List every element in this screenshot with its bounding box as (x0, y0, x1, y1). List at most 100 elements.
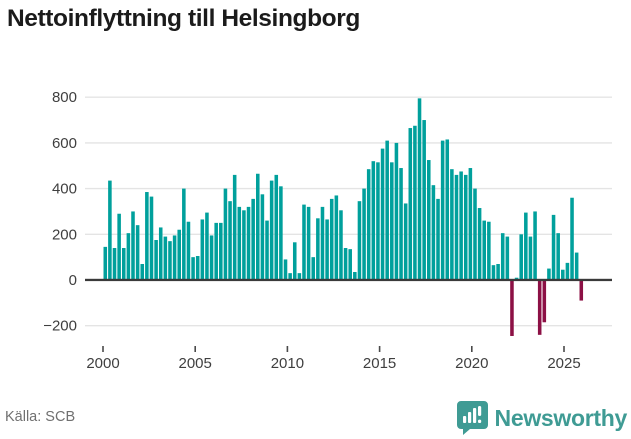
bar (163, 236, 168, 280)
bar (459, 171, 463, 280)
bar (219, 222, 223, 280)
newsworthy-logo-icon (456, 401, 488, 435)
bar (533, 211, 537, 280)
bar (574, 252, 579, 280)
x-axis-tick-label: 2025 (547, 355, 580, 372)
bar (403, 203, 408, 280)
bar (283, 259, 288, 280)
bar (191, 257, 195, 280)
bar (394, 142, 399, 280)
y-axis-tick-label: 600 (52, 135, 77, 152)
source-label: Källa: SCB (5, 409, 76, 425)
bar (154, 240, 158, 280)
bar (551, 214, 556, 280)
bar (473, 188, 477, 280)
x-axis-tick-label: 2020 (455, 355, 488, 372)
bar (431, 185, 436, 280)
bar (237, 206, 242, 280)
y-axis-tick-label: 400 (52, 181, 77, 198)
bar (195, 256, 200, 280)
bar (510, 280, 514, 336)
bar (357, 201, 362, 280)
bar (542, 280, 547, 323)
bar (491, 265, 496, 280)
bar (454, 174, 459, 280)
bar (112, 248, 117, 280)
bar (149, 196, 154, 280)
bar (426, 160, 431, 280)
x-axis-tick-label: 2000 (86, 355, 119, 372)
bar (413, 125, 417, 280)
bar (385, 140, 389, 280)
bar (223, 188, 228, 280)
bar (117, 213, 121, 280)
chart-title: Nettoinflyttning till Helsingborg (7, 5, 360, 32)
bar (316, 218, 320, 280)
bar (422, 120, 426, 280)
bar (380, 148, 385, 280)
bar (242, 210, 246, 280)
bar (182, 188, 186, 280)
bar (200, 219, 205, 280)
bar (353, 272, 357, 280)
x-axis-tick-label: 2005 (179, 355, 212, 372)
bar (121, 248, 126, 280)
bar (477, 208, 482, 280)
bar (537, 280, 542, 335)
bar (246, 206, 251, 280)
x-axis-tick-label: 2015 (363, 355, 396, 372)
bar (108, 180, 112, 280)
bar (140, 264, 145, 280)
bar (320, 206, 325, 280)
bar (348, 249, 352, 280)
bar (274, 174, 279, 280)
y-axis-tick-label: 200 (52, 226, 77, 243)
bar (131, 211, 135, 280)
bar (339, 210, 343, 280)
bar (265, 220, 269, 280)
bar (463, 174, 468, 280)
bar (487, 221, 491, 280)
bar (302, 204, 306, 280)
bar (260, 194, 265, 280)
bar (269, 180, 274, 280)
bar (186, 221, 191, 280)
bar (547, 268, 551, 280)
bar (343, 248, 348, 280)
bar (376, 162, 380, 280)
bar (556, 233, 560, 280)
bar (561, 269, 565, 280)
bar (135, 225, 140, 280)
bar (168, 241, 172, 280)
bar (579, 280, 584, 301)
y-axis-tick-label: 0 (69, 272, 77, 289)
bar (371, 161, 376, 280)
bar (172, 235, 177, 280)
zero-axis-line (85, 278, 612, 282)
bar (408, 128, 413, 280)
bar (279, 186, 283, 280)
bar (251, 198, 255, 280)
bar (496, 264, 500, 280)
bar (205, 212, 209, 280)
bar (288, 273, 292, 280)
bar (214, 222, 218, 280)
bar (445, 139, 450, 280)
bar (482, 220, 487, 280)
newsworthy-logo: Newsworthy (456, 401, 627, 435)
bar (103, 246, 108, 280)
bar (311, 257, 316, 280)
bar (325, 219, 329, 280)
bar (565, 262, 570, 280)
bar (436, 198, 440, 280)
bar (228, 201, 232, 280)
bar (362, 188, 366, 280)
bar (334, 195, 339, 280)
bar (500, 233, 505, 280)
bar (399, 168, 403, 280)
bar (126, 233, 131, 280)
bar (366, 169, 371, 280)
bar (450, 169, 454, 280)
bar (209, 235, 214, 280)
bar (292, 242, 297, 280)
